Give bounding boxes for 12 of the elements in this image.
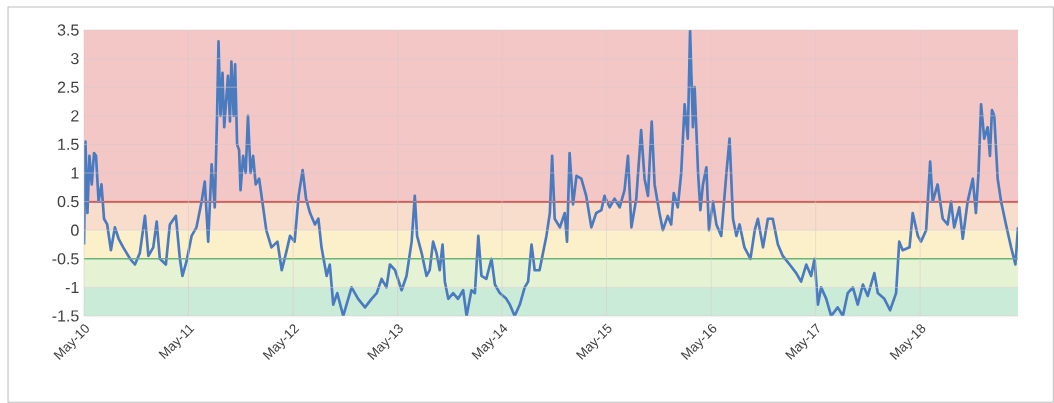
y-tick-label: -0.5 xyxy=(52,253,79,265)
y-tick-label: -1 xyxy=(65,281,79,293)
y-tick-label: -1.5 xyxy=(52,310,79,322)
y-tick-label: 3.5 xyxy=(57,24,79,36)
y-tick-label: 2 xyxy=(71,110,79,122)
line-series xyxy=(84,30,1018,316)
y-tick-label: 3 xyxy=(71,52,79,65)
y-tick-label: 0.5 xyxy=(57,195,79,208)
y-tick-label: 2.5 xyxy=(57,81,79,93)
y-tick-label: 1.5 xyxy=(58,138,79,150)
y-tick-label: 0 xyxy=(71,224,79,236)
y-tick-label: 1 xyxy=(71,167,79,179)
